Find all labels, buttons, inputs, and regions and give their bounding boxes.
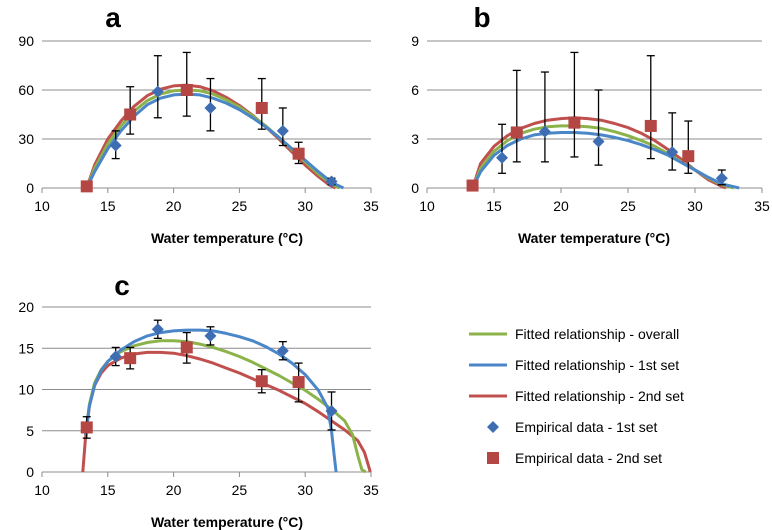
data-point-square (124, 108, 137, 121)
data-point-diamond (276, 344, 289, 357)
panel-label-a: a (105, 2, 121, 33)
x-tick-label: 10 (419, 198, 435, 214)
legend-swatch-square (487, 452, 499, 464)
data-point-square (80, 180, 93, 193)
y-tick-label: 30 (18, 131, 34, 147)
data-point-square (466, 179, 479, 192)
data-point-diamond (325, 404, 338, 417)
data-point-diamond (666, 146, 679, 159)
y-tick-label: 0 (26, 464, 34, 480)
chart-legend: Fitted relationship - overall Fitted rela… (469, 326, 684, 466)
x-tick-label: 35 (754, 198, 770, 214)
x-tick-label: 20 (166, 482, 182, 498)
x-tick-label: 30 (297, 482, 313, 498)
x-tick-label: 30 (297, 198, 313, 214)
x-tick-label: 10 (34, 198, 50, 214)
data-point-square (180, 84, 193, 96)
data-point-diamond (109, 139, 122, 152)
y-tick-label: 9 (411, 33, 419, 49)
data-point-diamond (325, 175, 338, 188)
x-axis-title: Water temperature (°C) (518, 230, 670, 246)
legend-label: Fitted relationship - overall (515, 326, 679, 342)
fitted-curve-1 (85, 83, 337, 190)
fitted-curve-1 (81, 350, 372, 473)
x-tick-label: 10 (34, 482, 50, 498)
data-point-diamond (151, 85, 164, 98)
x-tick-label: 15 (100, 482, 116, 498)
y-tick-label: 0 (411, 180, 419, 196)
x-tick-label: 25 (232, 198, 248, 214)
data-point-square (292, 147, 305, 160)
x-tick-label: 15 (486, 198, 502, 214)
data-point-square (510, 126, 523, 139)
legend-label: Fitted relationship - 1st set (515, 357, 679, 373)
x-tick-label: 30 (687, 198, 703, 214)
data-point-square (80, 421, 93, 434)
x-tick-label: 20 (553, 198, 569, 214)
chart-panel-a: 0 30 60 90 10 15 20 25 30 35 Water temperature (°C… (18, 2, 379, 246)
data-point-diamond (538, 125, 551, 138)
y-tick-label: 6 (411, 82, 419, 98)
x-axis-title: Water temperature (°C) (151, 514, 303, 530)
data-point-diamond (204, 329, 217, 342)
y-tick-label: 60 (18, 82, 34, 98)
x-tick-label: 15 (100, 198, 116, 214)
data-point-square (124, 352, 137, 365)
x-tick-label: 35 (363, 198, 379, 214)
y-tick-label: 20 (18, 299, 34, 315)
legend-label: Fitted relationship - 2nd set (515, 388, 684, 404)
data-point-diamond (592, 135, 605, 148)
data-point-square (255, 101, 268, 114)
data-point-diamond (715, 172, 728, 185)
y-tick-label: 90 (18, 33, 34, 49)
data-point-diamond (151, 323, 164, 336)
y-tick-label: 10 (18, 382, 34, 398)
data-point-square (255, 375, 268, 388)
legend-swatch-diamond (487, 421, 499, 433)
legend-label: Empirical data - 2nd set (515, 450, 662, 466)
x-tick-label: 25 (232, 482, 248, 498)
chart-panel-b: 0 3 6 9 10 15 20 25 30 35 Water temperature (°C) b (411, 2, 770, 246)
y-tick-label: 0 (26, 180, 34, 196)
data-point-square (682, 150, 695, 163)
y-tick-label: 15 (18, 340, 34, 356)
legend-label: Empirical data - 1st set (515, 419, 657, 435)
data-point-square (180, 341, 193, 354)
data-point-square (568, 116, 581, 129)
x-axis-title: Water temperature (°C) (151, 230, 303, 246)
x-tick-label: 20 (166, 198, 182, 214)
data-point-diamond (109, 350, 122, 363)
panel-label-b: b (473, 2, 490, 33)
y-tick-label: 5 (26, 423, 34, 439)
data-point-square (644, 119, 657, 132)
x-tick-label: 35 (363, 482, 379, 498)
panel-label-c: c (114, 270, 130, 301)
x-tick-label: 25 (620, 198, 636, 214)
data-point-diamond (276, 124, 289, 137)
data-point-diamond (496, 151, 509, 164)
y-tick-label: 3 (411, 131, 419, 147)
data-point-square (292, 376, 305, 389)
data-point-diamond (204, 101, 217, 114)
chart-panel-c: 0 5 10 15 20 10 15 20 25 30 35 Water temperature (°… (18, 270, 379, 530)
fitted-curve-3 (83, 328, 338, 473)
fitted-curve-3 (471, 131, 740, 190)
